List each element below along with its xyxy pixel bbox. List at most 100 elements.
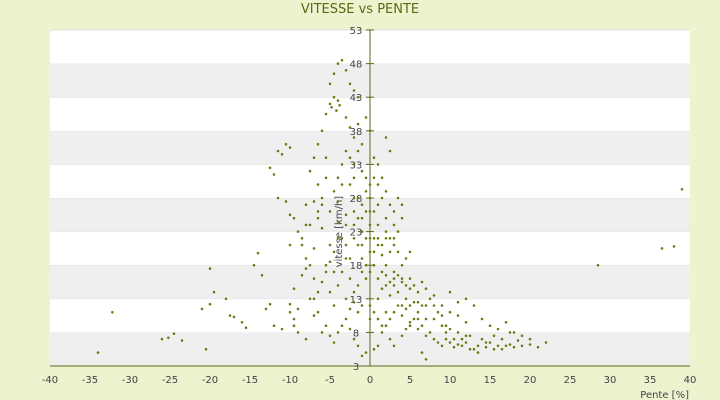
y-tick-label: 23: [350, 228, 363, 239]
data-point: [380, 331, 384, 334]
data-point: [468, 334, 472, 338]
data-point: [364, 176, 368, 180]
data-point: [336, 284, 340, 287]
data-point: [448, 341, 452, 344]
data-point: [376, 183, 380, 186]
data-point: [400, 280, 404, 284]
data-point: [344, 69, 348, 72]
data-point: [344, 243, 348, 247]
data-point: [364, 116, 368, 119]
chart-title: VITESSE vs PENTE: [300, 2, 420, 17]
data-point: [472, 304, 476, 307]
data-point: [352, 223, 356, 227]
data-point: [440, 344, 444, 348]
data-point: [408, 304, 412, 307]
data-point: [424, 317, 428, 321]
data-point: [384, 274, 388, 277]
data-point: [336, 220, 340, 223]
data-point: [476, 344, 480, 348]
data-point: [332, 250, 336, 254]
data-point: [404, 307, 408, 311]
data-point: [376, 163, 380, 166]
data-point: [368, 304, 372, 307]
data-point: [408, 287, 412, 291]
data-point: [328, 210, 332, 213]
data-point: [352, 210, 356, 213]
x-tick-label: -20: [202, 375, 218, 386]
data-point: [312, 314, 316, 317]
data-point: [464, 321, 468, 324]
data-point: [332, 270, 336, 274]
data-point: [392, 223, 396, 227]
data-point: [320, 196, 324, 200]
data-point: [400, 203, 404, 206]
x-tick-label: -10: [282, 375, 298, 386]
data-point: [232, 315, 236, 319]
data-point: [340, 324, 344, 328]
data-point: [228, 314, 232, 317]
data-point: [404, 327, 408, 331]
data-point: [324, 156, 328, 159]
data-point: [356, 344, 360, 348]
data-point: [412, 317, 416, 321]
data-point: [352, 300, 356, 304]
data-point: [300, 274, 304, 277]
data-point: [356, 216, 360, 220]
data-point: [408, 324, 412, 328]
data-points: [96, 58, 684, 361]
data-point: [424, 358, 428, 361]
data-point: [292, 287, 296, 291]
data-point: [448, 310, 452, 314]
data-point: [392, 237, 396, 240]
data-point: [508, 331, 512, 334]
data-point: [360, 142, 364, 146]
data-point: [284, 200, 288, 203]
data-point: [364, 277, 368, 280]
data-point: [436, 310, 440, 314]
data-point: [384, 136, 388, 139]
data-point: [680, 188, 684, 191]
data-point: [276, 149, 280, 153]
data-point: [172, 332, 176, 336]
data-point: [288, 213, 292, 217]
data-point: [396, 250, 400, 254]
data-point: [304, 257, 308, 260]
data-point: [372, 263, 376, 267]
data-point: [464, 334, 468, 338]
data-point: [304, 203, 308, 206]
data-point: [404, 284, 408, 287]
data-point: [308, 223, 312, 227]
x-tick-label: 25: [564, 375, 577, 386]
data-point: [320, 129, 324, 133]
data-point: [516, 339, 520, 342]
data-point: [336, 99, 340, 102]
y-tick-label: 3: [353, 362, 359, 373]
data-point: [296, 331, 300, 334]
data-point: [372, 237, 376, 240]
data-point: [352, 237, 356, 240]
data-point: [452, 345, 456, 349]
data-point: [260, 274, 264, 277]
data-point: [344, 213, 348, 217]
data-point: [356, 122, 360, 126]
data-point: [340, 270, 344, 274]
data-point: [340, 58, 344, 62]
data-point: [448, 290, 452, 294]
data-point: [448, 327, 452, 331]
y-tick-label: 8: [353, 328, 359, 339]
data-point: [388, 294, 392, 297]
data-point: [208, 267, 212, 270]
data-point: [288, 310, 292, 314]
data-point: [332, 304, 336, 307]
data-point: [364, 210, 368, 213]
data-point: [264, 307, 268, 311]
data-point: [528, 343, 532, 346]
data-point: [352, 176, 356, 180]
data-point: [336, 237, 340, 240]
data-point: [384, 237, 388, 240]
data-point: [504, 321, 508, 324]
data-point: [288, 243, 292, 247]
data-point: [492, 334, 496, 338]
data-point: [348, 156, 352, 159]
data-point: [388, 203, 392, 206]
